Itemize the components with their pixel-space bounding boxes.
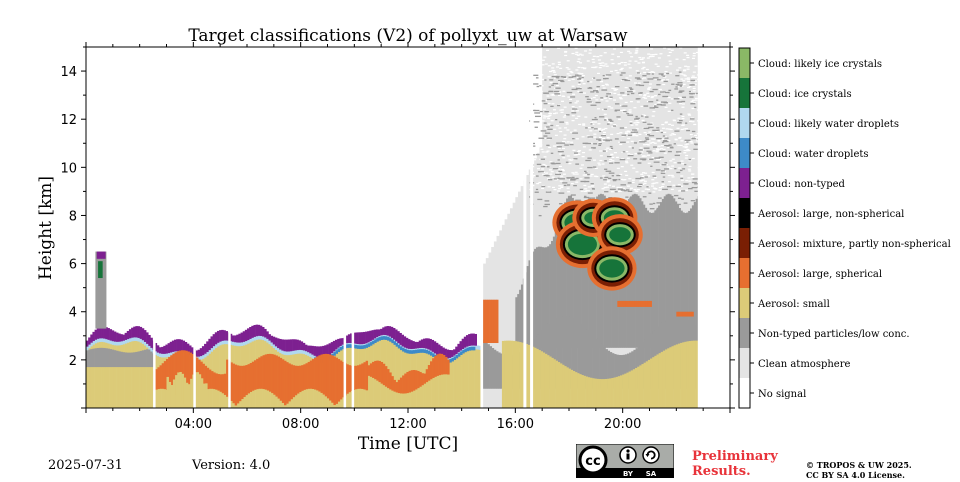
plot-area	[86, 47, 730, 408]
legend-label: No signal	[758, 389, 806, 400]
legend-swatch	[739, 348, 750, 378]
copyright-line-1: © TROPOS & UW 2025.	[806, 460, 912, 470]
legend-label: Cloud: non-typed	[758, 179, 846, 190]
no-data-end	[697, 47, 730, 408]
x-tick-label: 08:00	[282, 417, 319, 432]
y-axis-label: Height [km]	[36, 176, 56, 280]
y-tick-label: 12	[60, 113, 77, 128]
aerosol-large-spherical-layer	[617, 300, 652, 307]
legend-label: Cloud: likely water droplets	[758, 119, 899, 130]
preliminary-line-1: Preliminary	[692, 449, 778, 464]
x-tick-label: 04:00	[175, 417, 212, 432]
legend-swatch	[739, 198, 750, 228]
preliminary-results-note: Preliminary Results.	[692, 449, 778, 479]
share-alike-icon	[642, 446, 660, 464]
legend-swatch	[739, 288, 750, 318]
non-typed-column	[95, 251, 107, 329]
preliminary-line-2: Results.	[692, 464, 751, 479]
legend-swatch	[739, 48, 750, 78]
ice-crystal-column	[98, 261, 103, 279]
legend-label: Aerosol: mixture, partly non-spherical	[757, 239, 951, 250]
aerosol-large-spherical-thin	[676, 311, 694, 317]
cloud-cell-ice-core	[599, 259, 625, 278]
y-tick-label: 2	[69, 354, 77, 369]
legend-label: Aerosol: large, non-spherical	[757, 209, 904, 220]
date-label: 2025-07-31	[48, 458, 123, 473]
chart-title: Target classifications (V2) of pollyxt_u…	[188, 26, 628, 46]
cloud-cells	[552, 197, 643, 291]
cc-icon: cc	[578, 445, 608, 475]
cc-by-label: BY	[623, 470, 634, 478]
legend-swatch	[739, 318, 750, 348]
legend-swatch	[739, 138, 750, 168]
aerosol-large-spherical-afternoon	[367, 353, 450, 394]
version-label: Version: 4.0	[192, 458, 271, 473]
legend-swatch	[739, 228, 750, 258]
svg-text:cc: cc	[585, 454, 600, 469]
y-tick-label: 4	[69, 306, 77, 321]
aerosol-large-spherical-evening	[483, 299, 499, 344]
y-tick-label: 6	[69, 258, 77, 273]
cloud-cell-ice-core	[567, 233, 597, 256]
legend-label: Clean atmosphere	[758, 359, 851, 370]
legend-frame	[738, 47, 751, 409]
x-tick-label: 12:00	[389, 417, 426, 432]
legend-swatch	[739, 78, 750, 108]
copyright-note: © TROPOS & UW 2025. CC BY SA 4.0 License…	[806, 460, 912, 480]
legend-label: Non-typed particles/low conc.	[758, 329, 910, 340]
axes: 2 4 6 8 10 12 14 04:00 08:00 12:00 16:00 20:00	[60, 42, 735, 432]
non-typed-cloud-top	[96, 251, 106, 259]
legend-label: Aerosol: large, spherical	[757, 269, 882, 280]
legend-swatch	[739, 378, 750, 408]
x-axis-label: Time [UTC]	[358, 434, 458, 454]
y-tick-label: 8	[69, 209, 77, 224]
legend-label: Cloud: ice crystals	[758, 89, 852, 100]
legend-label: Aerosol: small	[757, 299, 830, 310]
legend-label: Cloud: water droplets	[758, 149, 869, 160]
legend-label: Cloud: likely ice crystals	[758, 59, 882, 70]
y-tick-label: 10	[60, 161, 77, 176]
legend-swatch	[739, 258, 750, 288]
x-tick-label: 16:00	[497, 417, 534, 432]
aerosol-small-patches	[166, 372, 208, 408]
y-tick-label: 14	[60, 65, 77, 80]
x-tick-label: 20:00	[604, 417, 641, 432]
cloud-cell-ice-core	[609, 227, 631, 243]
legend: Cloud: likely ice crystals Cloud: ice cry…	[738, 47, 951, 409]
non-typed-night-layer	[86, 347, 155, 368]
attribution-icon	[619, 446, 637, 464]
legend-swatch	[739, 168, 750, 198]
cc-license-badge[interactable]: cc BY SA	[575, 443, 675, 479]
cc-sa-label: SA	[646, 470, 657, 478]
copyright-line-2: CC BY SA 4.0 License.	[806, 470, 905, 480]
legend-swatch	[739, 108, 750, 138]
non-typed-cloud-layer	[86, 324, 477, 359]
